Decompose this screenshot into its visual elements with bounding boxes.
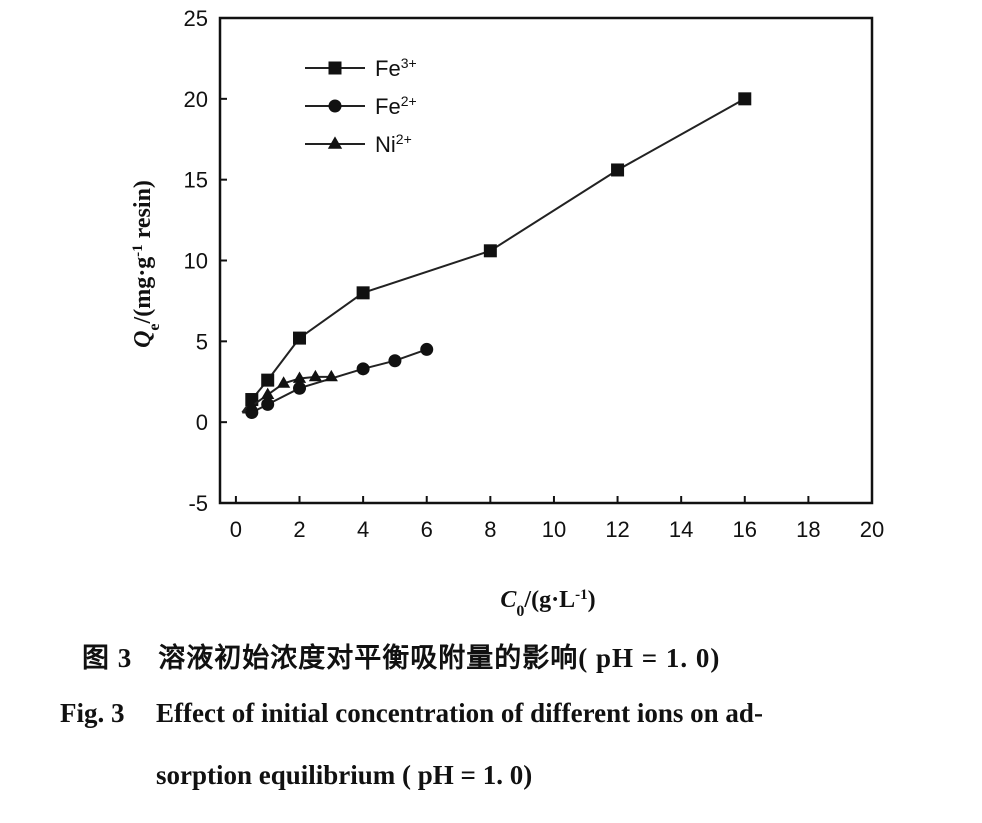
- data-point: [611, 163, 625, 177]
- y-axis-title: Qe/(mg·g-1 resin): [130, 180, 163, 348]
- legend-marker: [328, 61, 342, 75]
- series-3: [241, 369, 338, 414]
- y-tick-label: 5: [196, 329, 208, 354]
- data-point: [420, 342, 434, 356]
- y-tick-label: 20: [184, 87, 208, 112]
- data-point: [738, 92, 752, 106]
- legend-entry-1: Fe3+: [305, 55, 417, 81]
- legend-label: Fe2+: [375, 93, 417, 119]
- plot-frame: [218, 16, 874, 505]
- data-point: [324, 369, 338, 382]
- data-point: [308, 369, 323, 382]
- y-tick-label: 15: [184, 168, 208, 193]
- data-point: [293, 381, 307, 395]
- legend-entry-2: Fe2+: [305, 93, 417, 119]
- figure-title-english-line2: sorption equilibrium ( pH = 1. 0): [156, 760, 533, 790]
- figure-title-chinese: 溶液初始浓度对平衡吸附量的影响( pH = 1. 0): [158, 643, 721, 673]
- x-tick-label: 14: [669, 517, 693, 542]
- series-1: [241, 92, 752, 414]
- figure-label-chinese: 图 3: [82, 643, 133, 673]
- x-axis-title: C0/(g·L-1): [500, 587, 595, 620]
- y-tick-label: 25: [184, 6, 208, 31]
- figure-label-english: Fig. 3: [60, 698, 125, 728]
- data-point: [261, 387, 275, 400]
- y-tick-label: 10: [184, 249, 208, 274]
- x-tick-label: 18: [796, 517, 820, 542]
- data-point: [293, 331, 307, 345]
- x-tick-label: 6: [421, 517, 433, 542]
- data-point: [356, 286, 370, 300]
- chart: 0 2 4 6 8 10 12 14 16 18 20 -5 0 5 10 15 20 25 Fe3+ Fe2+ Ni…: [130, 6, 884, 620]
- legend-label: Ni2+: [375, 131, 412, 157]
- legend-label: Fe3+: [375, 55, 417, 81]
- figure-title-english-line1: Effect of initial concentration of diffe…: [156, 698, 763, 728]
- legend-marker: [327, 136, 343, 149]
- figure-caption-chinese: 图 3 溶液初始浓度对平衡吸附量的影响( pH = 1. 0): [82, 636, 720, 675]
- legend-entry-3: Ni2+: [305, 131, 412, 157]
- x-tick-label: 0: [230, 517, 242, 542]
- data-point: [292, 371, 307, 383]
- data-point: [245, 398, 259, 411]
- x-tick-label: 2: [293, 517, 305, 542]
- y-tick-label: -5: [188, 491, 208, 516]
- x-tick-label: 20: [860, 517, 884, 542]
- x-tick-label: 8: [484, 517, 496, 542]
- x-tick-label: 4: [357, 517, 369, 542]
- data-point: [483, 244, 497, 258]
- data-point: [277, 376, 291, 388]
- data-point: [356, 362, 370, 376]
- y-tick-label: 0: [196, 410, 208, 435]
- x-tick-label: 12: [605, 517, 629, 542]
- data-point: [261, 373, 275, 387]
- series-2: [242, 342, 434, 419]
- x-tick-label: 10: [542, 517, 566, 542]
- data-point: [261, 397, 275, 411]
- figure-caption-english: Fig. 3 Effect of initial concentration of…: [60, 698, 763, 729]
- x-tick-label: 16: [733, 517, 757, 542]
- legend-marker: [328, 99, 342, 113]
- data-point: [388, 354, 402, 368]
